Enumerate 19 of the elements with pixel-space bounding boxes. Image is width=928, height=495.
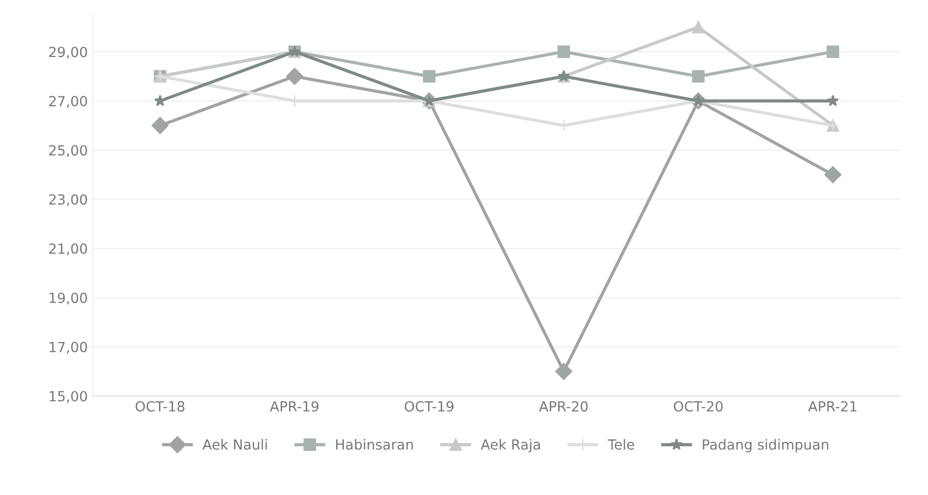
x-tick-label: OCT-20 xyxy=(674,401,723,412)
legend-label: Habinsaran xyxy=(336,438,413,450)
x-tick-label: OCT-18 xyxy=(136,401,184,412)
y-tick-label: 27,00 xyxy=(49,96,88,108)
legend-label: Tele xyxy=(608,438,634,450)
y-tick-label: 21,00 xyxy=(49,243,88,256)
y-tick-label: 25,00 xyxy=(49,145,88,157)
y-tick-label: 29,00 xyxy=(49,46,88,59)
x-tick-label: APR-20 xyxy=(539,401,588,412)
x-tick-label: APR-19 xyxy=(270,401,318,412)
x-tick-label: APR-21 xyxy=(808,401,856,412)
legend-label: Aek Raja xyxy=(480,438,540,452)
legend-label: Aek Nauli xyxy=(202,438,267,450)
y-tick-label: 23,00 xyxy=(49,194,88,206)
x-tick-label: OCT-19 xyxy=(404,401,454,412)
y-tick-label: 15,00 xyxy=(50,390,88,403)
y-tick-label: 19,00 xyxy=(50,292,88,305)
legend-label: Padang sidimpuan xyxy=(702,438,828,452)
y-tick-label: 17,00 xyxy=(50,342,88,354)
